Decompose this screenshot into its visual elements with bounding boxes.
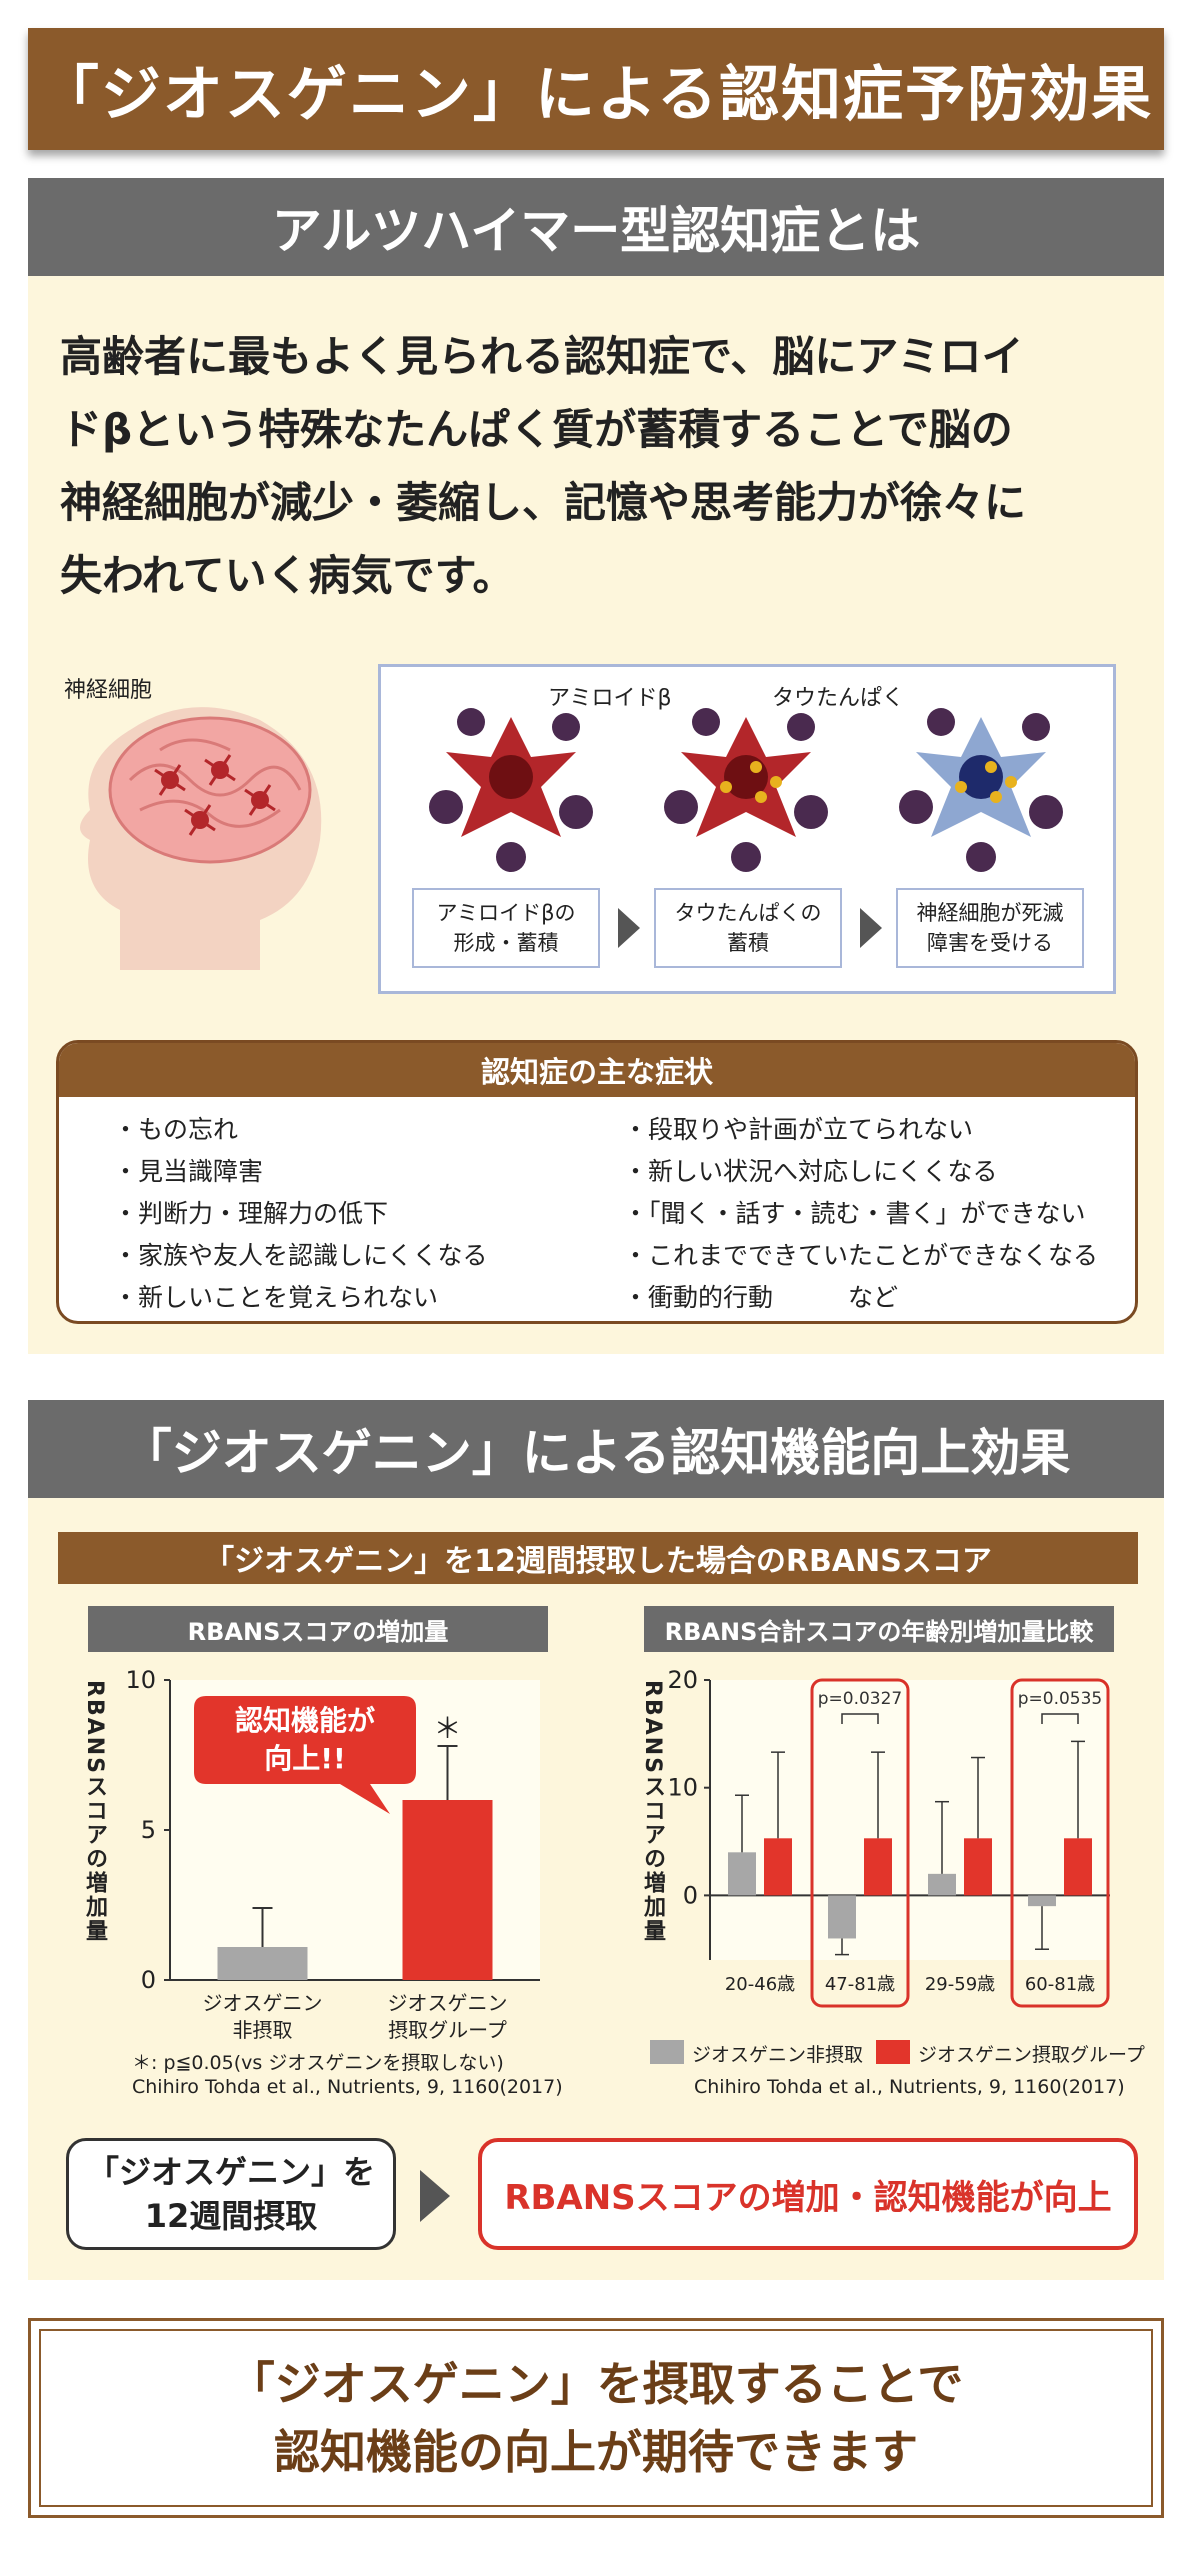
symptom-item: ・家族や友人を認識しにくくなる <box>113 1241 488 1270</box>
amyloid-label: アミロイドβ <box>548 686 672 711</box>
brain-head-icon <box>80 707 322 970</box>
highlight-frame <box>810 1678 910 2008</box>
x-tick-label: ジオスゲニン <box>388 1991 508 2015</box>
chart1-title: RBANSスコアの増加量 <box>88 1606 548 1652</box>
callout-text: 認知機能が 向上!! <box>194 1702 416 1778</box>
bar <box>964 1838 992 1896</box>
bar <box>1064 1838 1092 1896</box>
step-box: 神経細胞が死滅 障害を受ける <box>896 888 1084 968</box>
plot-area <box>710 1680 1110 1960</box>
legend-swatch-taking <box>876 2040 910 2064</box>
bar <box>402 1800 493 1980</box>
bar <box>928 1873 956 1896</box>
chart2-title: RBANS合計スコアの年齢別増加量比較 <box>644 1606 1114 1652</box>
x-tick-label: 60-81歳 <box>1025 1974 1095 1995</box>
symptom-item: ・これまでできていたことができなくなる <box>623 1241 1099 1270</box>
x-tick-label: 摂取グループ <box>388 2018 507 2040</box>
symptom-item: ・もの忘れ <box>113 1115 239 1144</box>
neuron-stages-icon <box>429 708 1063 872</box>
step-box: アミロイドβの 形成・蓄積 <box>412 888 600 968</box>
chart2-ylabel: RBANSスコアの増加量 <box>640 1680 665 1943</box>
legend-swatch-nontaking <box>650 2040 684 2064</box>
symptom-item: ・見当識障害 <box>113 1157 264 1186</box>
conclusion-line: 「ジオスゲニン」を摂取することで <box>228 2357 964 2411</box>
bar <box>1028 1895 1056 1907</box>
y-tick-label: 0 <box>683 1881 698 1909</box>
symptom-item: ・新しいことを覚えられない <box>113 1283 439 1312</box>
x-tick-label: 非摂取 <box>233 2018 293 2040</box>
conclusion-inner: 「ジオスゲニン」を摂取することで 認知機能の向上が期待できます <box>39 2329 1153 2507</box>
y-tick-label: 20 <box>667 1666 698 1694</box>
symptoms-title: 認知症の主な症状 <box>59 1043 1135 1097</box>
bar <box>828 1895 856 1939</box>
head-illustration <box>60 670 360 970</box>
intake-line: 12週間摂取 <box>144 2197 318 2235</box>
bar <box>217 1947 308 1980</box>
step-box: タウたんぱくの 蓄積 <box>654 888 842 968</box>
symptom-item: ・新しい状況へ対応しにくくなる <box>623 1157 998 1186</box>
legend-label-taking: ジオスゲニン摂取グループ <box>918 2044 1145 2066</box>
step-arrow-icon <box>618 908 640 948</box>
p-value-bracket <box>841 1713 879 1724</box>
y-tick-label: 10 <box>125 1666 156 1694</box>
p-value-bracket <box>1041 1713 1079 1724</box>
lead-line: 失われていく病気です。 <box>60 551 515 600</box>
x-tick-label: ジオスゲニン <box>203 1991 323 2015</box>
highlight-frame <box>1010 1678 1110 2008</box>
callout-bubble-icon <box>194 1696 416 1814</box>
intake-box: 「ジオスゲニン」を 12週間摂取 <box>66 2138 396 2250</box>
step-line: タウたんぱくの <box>674 901 822 925</box>
lead-line: 高齢者に最もよく見られる認知症で、脳にアミロイ <box>60 332 1024 381</box>
step-line: 神経細胞が死滅 <box>916 901 1064 925</box>
symptom-item: ・衝動的行動 など <box>623 1283 899 1312</box>
symptoms-right: ・段取りや計画が立てられない ・新しい状況へ対応しにくくなる ・「聞く・話す・読… <box>623 1109 1098 1319</box>
y-tick-label: 0 <box>141 1966 156 1994</box>
lead-line: ドβという特殊なたんぱく質が蓄積することで脳の <box>60 405 1013 454</box>
section2-heading: 「ジオスゲニン」による認知機能向上効果 <box>28 1400 1164 1498</box>
section2-subheading: 「ジオスゲニン」を12週間摂取した場合のRBANSスコア <box>58 1532 1138 1584</box>
chart2-citation: Chihiro Tohda et al., Nutrients, 9, 1160… <box>694 2076 1125 2098</box>
result-arrow-icon <box>420 2170 450 2222</box>
chart1-note: ＊: p≦0.05(vs ジオスゲニンを摂取しない) <box>132 2052 504 2074</box>
tau-label: タウたんぱく <box>772 686 905 711</box>
section1-heading: アルツハイマー型認知症とは <box>28 178 1164 276</box>
x-tick-label: 20-46歳 <box>725 1974 795 1995</box>
intake-line: 「ジオスゲニン」を <box>86 2153 375 2191</box>
y-tick-label: 5 <box>141 1816 156 1844</box>
x-tick-label: 47-81歳 <box>825 1974 895 1995</box>
bar <box>764 1838 792 1896</box>
step-line: アミロイドβの <box>436 901 576 925</box>
chart1-citation: Chihiro Tohda et al., Nutrients, 9, 1160… <box>132 2076 563 2098</box>
legend-label-nontaking: ジオスゲニン非摂取 <box>692 2044 864 2066</box>
symptom-item: ・段取りや計画が立てられない <box>623 1115 974 1144</box>
lead-line: 神経細胞が減少・萎縮し、記憶や思考能力が徐々に <box>60 478 1027 527</box>
callout-line: 認知機能が <box>234 1704 375 1737</box>
step-line: 形成・蓄積 <box>453 931 559 955</box>
p-value-label: p=0.0327 <box>818 1689 903 1709</box>
bar <box>728 1852 756 1896</box>
significance-mark: ＊ <box>433 1712 461 1745</box>
callout-line: 向上!! <box>264 1742 346 1775</box>
symptom-item: ・判断力・理解力の低下 <box>113 1199 389 1228</box>
result-box: RBANSスコアの増加・認知機能が向上 <box>478 2138 1138 2250</box>
step-line: 障害を受ける <box>927 931 1053 955</box>
y-tick-label: 10 <box>667 1774 698 1802</box>
lead-text: 高齢者に最もよく見られる認知症で、脳にアミロイ ドβという特殊なたんぱく質が蓄積… <box>60 320 1140 612</box>
symptom-item: ・「聞く・話す・読む・書く」ができない <box>623 1199 1086 1228</box>
page-title: 「ジオスゲニン」による認知症予防効果 <box>28 28 1164 150</box>
bar <box>864 1838 892 1896</box>
step-line: 蓄積 <box>727 931 769 955</box>
p-value-label: p=0.0535 <box>1018 1689 1103 1709</box>
nerve-cell-label: 神経細胞 <box>64 678 153 703</box>
step-arrow-icon <box>860 908 882 948</box>
symptoms-box: 認知症の主な症状 ・もの忘れ ・見当識障害 ・判断力・理解力の低下 ・家族や友人… <box>56 1040 1138 1324</box>
chart2-plot: 0 10 20 20-46歳 p=0.0327 47-81歳 29-59歳 p=0.0535 6… <box>667 1666 1110 2008</box>
conclusion-box: 「ジオスゲニン」を摂取することで 認知機能の向上が期待できます <box>28 2318 1164 2518</box>
symptoms-left: ・もの忘れ ・見当識障害 ・判断力・理解力の低下 ・家族や友人を認識しにくくなる… <box>113 1109 488 1319</box>
conclusion-line: 認知機能の向上が期待できます <box>274 2425 918 2479</box>
x-tick-label: 29-59歳 <box>925 1974 995 1995</box>
chart1-ylabel: RBANSスコアの増加量 <box>82 1680 107 1943</box>
